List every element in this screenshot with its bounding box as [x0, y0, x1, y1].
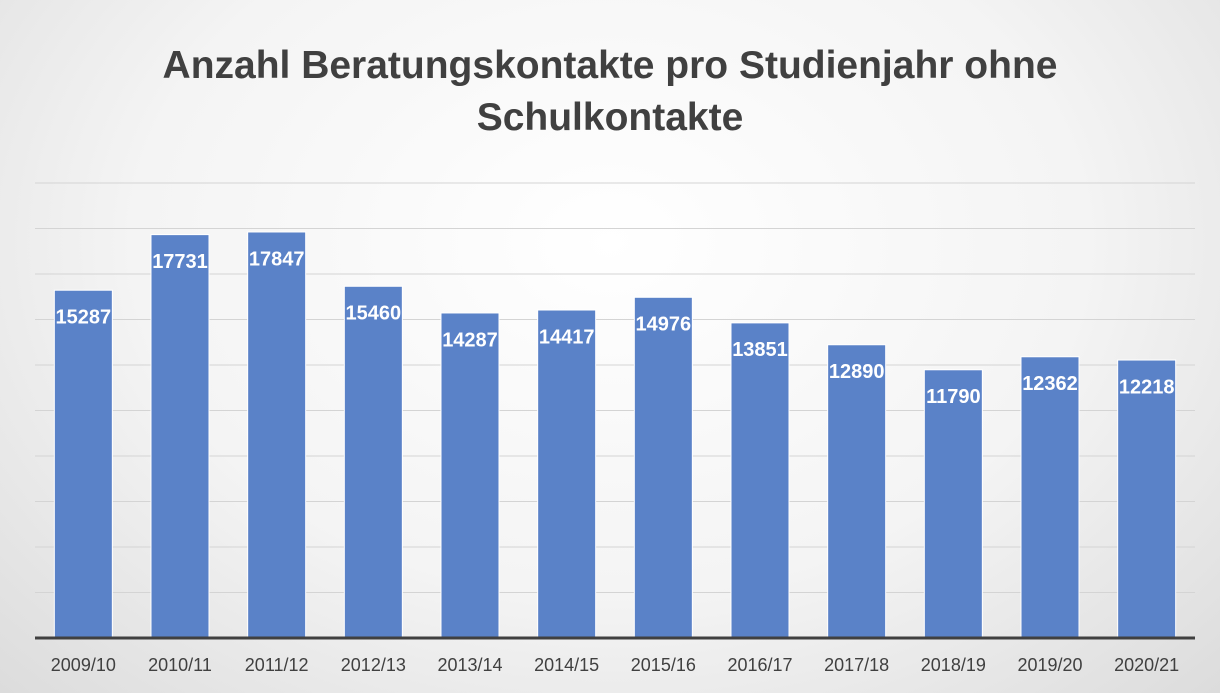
- x-tick-label: 2015/16: [631, 655, 696, 675]
- x-tick-label: 2018/19: [921, 655, 986, 675]
- bar: [923, 369, 983, 639]
- x-tick-label: 2009/10: [51, 655, 116, 675]
- data-label: 14976: [636, 314, 692, 336]
- data-label: 17731: [152, 251, 208, 273]
- data-label: 15287: [56, 307, 112, 329]
- x-tick-label: 2012/13: [341, 655, 406, 675]
- bar: [343, 285, 403, 639]
- data-label: 14287: [442, 329, 498, 351]
- x-tick-label: 2011/12: [245, 655, 309, 675]
- bar: [1117, 359, 1177, 639]
- data-label: 17847: [249, 248, 305, 270]
- bar: [247, 231, 307, 639]
- bar: [1020, 356, 1080, 639]
- x-tick-label: 2010/11: [148, 655, 212, 675]
- chart-title: Anzahl Beratungskontakte pro Studienjahr…: [162, 44, 1058, 139]
- bar: [53, 289, 113, 639]
- data-label: 15460: [346, 303, 402, 325]
- data-label: 12218: [1119, 376, 1175, 398]
- bar: [440, 312, 500, 639]
- x-tick-label: 2017/18: [824, 655, 889, 675]
- x-tick-label: 2014/15: [534, 655, 599, 675]
- bar: [730, 322, 790, 639]
- data-label: 13851: [732, 339, 788, 361]
- x-tick-label: 2013/14: [437, 655, 502, 675]
- x-tick-label: 2020/21: [1114, 655, 1179, 675]
- data-label: 14417: [539, 326, 595, 348]
- x-tick-label: 2019/20: [1017, 655, 1082, 675]
- x-tick-label: 2016/17: [727, 655, 792, 675]
- data-label: 12890: [829, 361, 885, 383]
- bar: [150, 234, 210, 639]
- data-label: 11790: [926, 386, 981, 408]
- bar: [633, 296, 693, 639]
- data-label: 12362: [1022, 373, 1078, 395]
- bar: [827, 344, 887, 639]
- bar: [537, 309, 597, 639]
